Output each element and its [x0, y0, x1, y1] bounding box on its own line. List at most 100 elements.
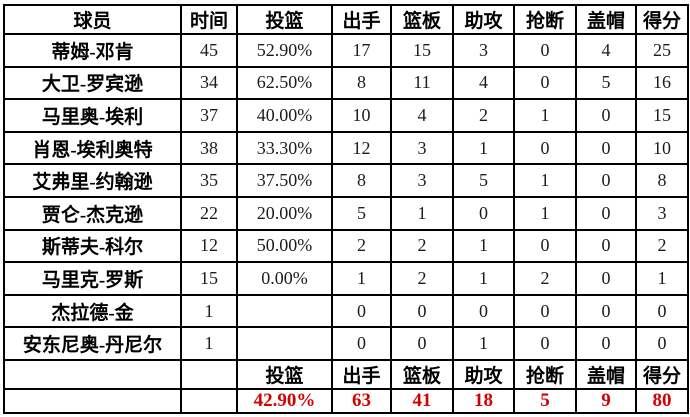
stat-cell: 1 — [180, 326, 238, 361]
stat-cell: 0 — [331, 293, 392, 329]
header-cell-player: 球员 — [3, 4, 182, 35]
stat-cell: 0.00% — [236, 261, 333, 296]
stat-cell — [236, 293, 333, 329]
footer-label-cell: 投篮 — [236, 359, 333, 390]
total-cell-blocks: 9 — [575, 388, 637, 414]
header-row: 球员 时间 投篮 出手 篮板 助攻 抢断 盖帽 得分 — [3, 4, 689, 35]
total-cell-points: 80 — [635, 388, 689, 414]
stat-cell: 3 — [390, 130, 454, 166]
player-row: 斯蒂夫-科尔 12 50.00% 2 2 1 0 0 2 — [3, 228, 689, 264]
stat-cell: 37.50% — [236, 163, 333, 198]
stat-cell: 2 — [390, 228, 454, 264]
stat-cell: 3 — [390, 163, 454, 198]
footer-label-cell: 出手 — [331, 359, 392, 390]
footer-label-cell: 助攻 — [452, 359, 515, 390]
stat-cell: 5 — [331, 195, 392, 231]
stat-cell: 50.00% — [236, 228, 333, 264]
stat-cell: 33.30% — [236, 130, 333, 166]
totals-row: 42.90% 63 41 18 5 9 80 — [3, 388, 689, 414]
stat-cell: 3 — [635, 195, 689, 231]
stat-cell: 5 — [452, 163, 515, 198]
stat-cell: 10 — [331, 98, 392, 133]
footer-label-cell: 篮板 — [390, 359, 454, 390]
stat-cell: 1 — [452, 261, 515, 296]
stat-cell: 0 — [575, 98, 637, 133]
stat-cell: 0 — [575, 326, 637, 361]
stat-cell: 8 — [635, 163, 689, 198]
stat-cell: 0 — [390, 326, 454, 361]
footer-label-cell — [3, 359, 182, 390]
stat-cell: 1 — [452, 326, 515, 361]
footer-label-cell: 抢断 — [513, 359, 577, 390]
stat-cell: 1 — [390, 195, 454, 231]
total-cell-steals: 5 — [513, 388, 577, 414]
player-row: 蒂姆-邓肯 45 52.90% 17 15 3 0 4 25 — [3, 33, 689, 68]
stat-cell: 15 — [390, 33, 454, 68]
stat-cell: 15 — [635, 98, 689, 133]
player-row: 安东尼奥-丹尼尔 1 0 0 1 0 0 0 — [3, 326, 689, 361]
footer-label-cell: 盖帽 — [575, 359, 637, 390]
header-cell-steals: 抢断 — [513, 4, 577, 35]
header-cell-points: 得分 — [635, 4, 689, 35]
stat-cell: 16 — [635, 65, 689, 101]
stat-cell: 1 — [635, 261, 689, 296]
stat-cell: 12 — [180, 228, 238, 264]
stat-cell: 35 — [180, 163, 238, 198]
stat-cell: 1 — [513, 195, 577, 231]
player-name-cell: 安东尼奥-丹尼尔 — [3, 326, 182, 361]
stat-cell: 1 — [513, 98, 577, 133]
stat-cell: 1 — [331, 261, 392, 296]
stat-cell: 4 — [575, 33, 637, 68]
player-row: 艾弗里-约翰逊 35 37.50% 8 3 5 1 0 8 — [3, 163, 689, 198]
stat-cell: 0 — [513, 130, 577, 166]
stat-cell: 0 — [635, 293, 689, 329]
stat-cell: 0 — [575, 130, 637, 166]
header-cell-blocks: 盖帽 — [575, 4, 637, 35]
stat-cell: 0 — [575, 293, 637, 329]
header-cell-attempts: 出手 — [331, 4, 392, 35]
player-row: 马里奥-埃利 37 40.00% 10 4 2 1 0 15 — [3, 98, 689, 133]
header-cell-fg-pct: 投篮 — [236, 4, 333, 35]
stat-cell: 2 — [635, 228, 689, 264]
stat-cell: 2 — [452, 98, 515, 133]
stat-cell: 11 — [390, 65, 454, 101]
player-name-cell: 肖恩-埃利奥特 — [3, 130, 182, 166]
footer-label-row: 投篮 出手 篮板 助攻 抢断 盖帽 得分 — [3, 359, 689, 390]
stat-cell: 4 — [452, 65, 515, 101]
stat-cell: 1 — [513, 163, 577, 198]
stat-cell: 38 — [180, 130, 238, 166]
player-name-cell: 蒂姆-邓肯 — [3, 33, 182, 68]
player-name-cell: 大卫-罗宾逊 — [3, 65, 182, 101]
stat-cell: 0 — [575, 163, 637, 198]
stat-cell: 40.00% — [236, 98, 333, 133]
player-name-cell: 贾仑-杰克逊 — [3, 195, 182, 231]
stat-cell: 0 — [575, 195, 637, 231]
stat-cell: 0 — [513, 326, 577, 361]
total-cell — [180, 388, 238, 414]
stat-cell: 8 — [331, 65, 392, 101]
stat-cell: 1 — [452, 228, 515, 264]
stat-cell: 2 — [390, 261, 454, 296]
stat-cell: 0 — [513, 33, 577, 68]
footer-label-cell: 得分 — [635, 359, 689, 390]
stat-cell — [236, 326, 333, 361]
footer-label-cell — [180, 359, 238, 390]
stat-cell: 0 — [575, 228, 637, 264]
total-cell-fg-pct: 42.90% — [236, 388, 333, 414]
player-name-cell: 艾弗里-约翰逊 — [3, 163, 182, 198]
stat-cell: 34 — [180, 65, 238, 101]
stat-cell: 4 — [390, 98, 454, 133]
stat-cell: 0 — [513, 228, 577, 264]
header-cell-minutes: 时间 — [180, 4, 238, 35]
stat-cell: 2 — [513, 261, 577, 296]
stat-cell: 52.90% — [236, 33, 333, 68]
player-row: 马里克-罗斯 15 0.00% 1 2 1 2 0 1 — [3, 261, 689, 296]
stat-cell: 3 — [452, 33, 515, 68]
stat-cell: 0 — [452, 293, 515, 329]
stat-cell: 2 — [331, 228, 392, 264]
stat-cell: 1 — [452, 130, 515, 166]
total-cell — [3, 388, 182, 414]
stat-cell: 0 — [452, 195, 515, 231]
stat-cell: 0 — [331, 326, 392, 361]
